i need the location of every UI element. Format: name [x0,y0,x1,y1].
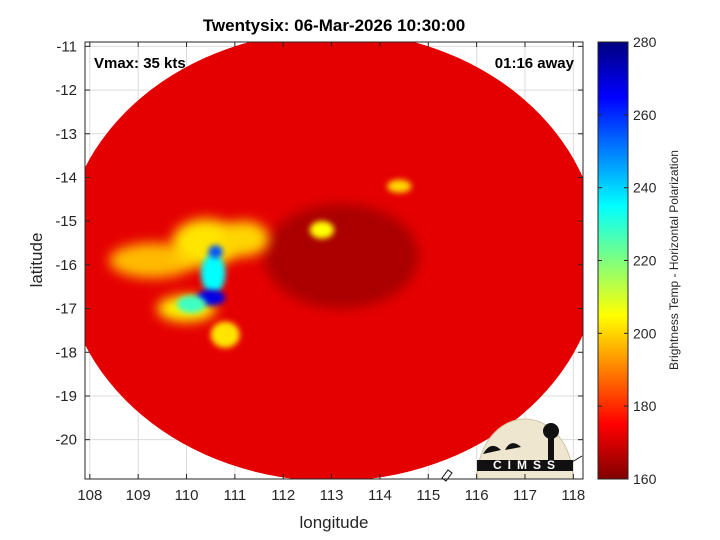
x-tick-label: 114 [368,487,392,504]
x-tick-label: 109 [126,487,151,504]
time-away-annotation: 01:16 away [495,55,575,72]
colorbar-tick-label: 160 [633,471,657,487]
vmax-annotation: Vmax: 35 kts [94,55,186,72]
logo-tower [543,423,559,439]
colorbar-tick-label: 220 [633,253,657,269]
feature-rainband [220,221,269,257]
chart-title: Twentysix: 06-Mar-2026 10:30:00 [203,16,465,35]
y-tick-label: -14 [55,169,77,186]
x-tick-label: 113 [320,487,344,504]
y-tick-label: -11 [56,38,77,55]
logo-antenna [561,455,583,469]
y-axis: -11 -12 -13 -14 -15 -16 -17 -18 -19 -20 [55,38,583,449]
colorbar-tick-label: 280 [633,34,657,50]
y-tick-label: -20 [55,432,77,449]
y-tick-label: -17 [55,301,77,318]
x-tick-label: 115 [416,487,440,504]
logo-band [477,460,573,471]
x-tick-label: 117 [513,487,537,504]
feature-storm-center [263,203,419,309]
logo-text: CIMSS [493,458,561,472]
colorbar-tick-label: 180 [633,398,657,414]
logo-dish [505,443,521,450]
logo-dish [483,445,501,454]
feature-convection [176,295,206,313]
feature-convection [201,253,226,294]
colorbar [597,41,629,480]
cimss-logo: CIMSS [441,418,583,482]
colorbar-ticks: 160 180 200 220 240 260 280 [598,34,657,487]
y-axis-label: latitude [27,233,46,288]
feature-rainband [387,179,412,193]
feature-convection [208,245,223,259]
x-tick-label: 116 [465,487,489,504]
x-tick-label: 110 [175,487,199,504]
x-tick-label: 108 [77,487,102,504]
colorbar-tick-label: 240 [633,180,657,196]
x-tick-label: 118 [561,487,585,504]
x-axis: 108 109 110 111 112 113 114 115 116 117 118 [77,42,585,504]
y-tick-label: -19 [55,388,77,405]
colorbar-tick-label: 260 [633,107,657,123]
y-tick-label: -16 [55,257,77,274]
colorbar-label: Brightness Temp - Horizontal Polarizatio… [667,150,681,370]
y-tick-label: -13 [55,126,77,143]
y-tick-label: -15 [55,213,77,230]
feature-rainband [210,321,240,348]
x-tick-label: 112 [271,487,295,504]
y-tick-label: -12 [55,82,77,99]
colorbar-tick-label: 200 [633,325,657,341]
y-tick-label: -18 [55,344,77,361]
swath [85,42,583,479]
x-tick-label: 111 [223,487,246,504]
feature-rainband [172,218,240,268]
feature-rainband [309,221,334,239]
plot-frame [84,41,584,480]
logo-satellite [441,469,453,482]
x-axis-label: longitude [299,513,368,532]
logo-tower-leg [548,438,554,460]
